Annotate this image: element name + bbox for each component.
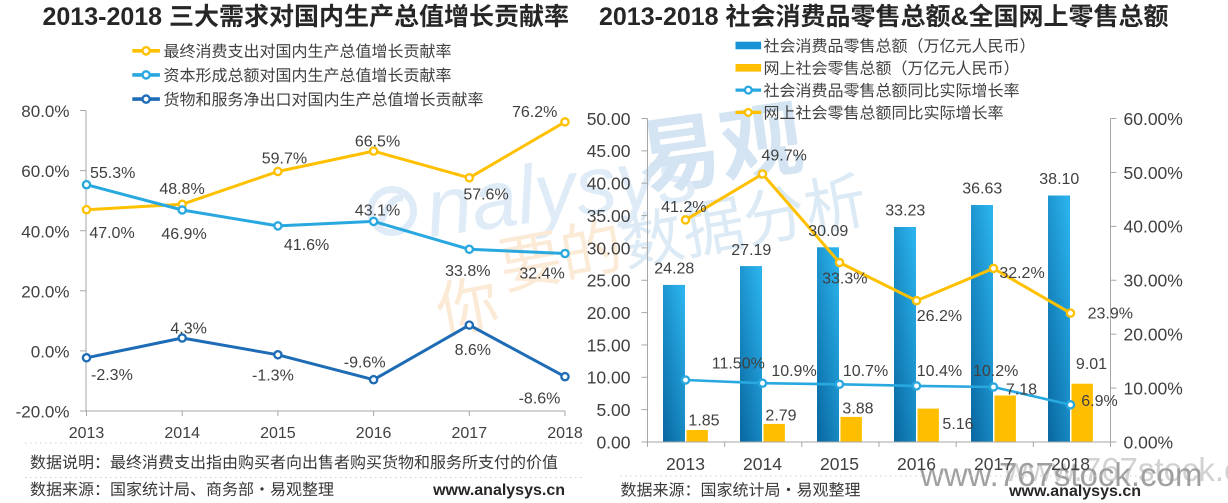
svg-text:2013: 2013 bbox=[666, 454, 705, 474]
svg-text:2018: 2018 bbox=[547, 425, 583, 442]
svg-text:38.10: 38.10 bbox=[1039, 171, 1079, 188]
svg-text:47.0%: 47.0% bbox=[89, 225, 134, 242]
svg-text:25.00: 25.00 bbox=[587, 271, 631, 291]
svg-text:2016: 2016 bbox=[897, 454, 936, 474]
svg-text:6.9%: 6.9% bbox=[1081, 393, 1117, 410]
svg-text:-2.3%: -2.3% bbox=[91, 367, 133, 384]
svg-text:32.4%: 32.4% bbox=[519, 266, 564, 283]
svg-text:15.00: 15.00 bbox=[587, 335, 631, 355]
svg-text:2017: 2017 bbox=[974, 454, 1013, 474]
svg-text:23.9%: 23.9% bbox=[1088, 306, 1133, 323]
svg-text:2.79: 2.79 bbox=[765, 408, 796, 425]
svg-text:2015: 2015 bbox=[820, 454, 859, 474]
svg-text:2016: 2016 bbox=[356, 425, 392, 442]
svg-text:9.01: 9.01 bbox=[1076, 356, 1107, 373]
svg-text:48.8%: 48.8% bbox=[159, 181, 204, 198]
svg-text:0.00%: 0.00% bbox=[1124, 432, 1174, 452]
svg-text:32.2%: 32.2% bbox=[999, 265, 1044, 282]
svg-text:60.0%: 60.0% bbox=[21, 162, 69, 181]
svg-text:-9.6%: -9.6% bbox=[344, 355, 386, 372]
svg-text:20.0%: 20.0% bbox=[21, 282, 69, 301]
svg-text:46.9%: 46.9% bbox=[161, 226, 206, 243]
svg-text:36.63: 36.63 bbox=[962, 181, 1002, 198]
svg-text:30.00: 30.00 bbox=[587, 238, 631, 258]
svg-text:60.00%: 60.00% bbox=[1124, 109, 1183, 129]
svg-text:24.28: 24.28 bbox=[654, 261, 694, 278]
svg-text:40.0%: 40.0% bbox=[21, 222, 69, 241]
svg-text:80.0%: 80.0% bbox=[21, 102, 69, 121]
svg-text:45.00: 45.00 bbox=[587, 141, 631, 161]
svg-text:49.7%: 49.7% bbox=[762, 148, 807, 165]
svg-text:2014: 2014 bbox=[164, 425, 200, 442]
svg-text:41.2%: 41.2% bbox=[661, 199, 706, 216]
svg-text:1.85: 1.85 bbox=[688, 413, 719, 430]
svg-text:20.00%: 20.00% bbox=[1124, 325, 1183, 345]
svg-text:8.6%: 8.6% bbox=[455, 342, 491, 359]
svg-text:40.00: 40.00 bbox=[587, 174, 631, 194]
svg-text:2013: 2013 bbox=[69, 425, 105, 442]
svg-text:10.00: 10.00 bbox=[587, 368, 631, 388]
svg-text:11.50%: 11.50% bbox=[712, 356, 765, 373]
svg-text:3.88: 3.88 bbox=[842, 400, 873, 417]
svg-text:10.7%: 10.7% bbox=[843, 363, 888, 380]
svg-text:30.09: 30.09 bbox=[808, 223, 848, 240]
svg-text:33.23: 33.23 bbox=[885, 203, 925, 220]
svg-text:www.analysys.cn: www.analysys.cn bbox=[1008, 483, 1141, 500]
svg-text:26.2%: 26.2% bbox=[917, 308, 962, 325]
svg-text:2013-2018: 2013-2018 bbox=[599, 3, 719, 31]
svg-text:2018: 2018 bbox=[1051, 454, 1090, 474]
svg-text:2015: 2015 bbox=[260, 425, 296, 442]
svg-text:www.analysys.cn: www.analysys.cn bbox=[432, 482, 565, 499]
svg-text:2013-2018: 2013-2018 bbox=[43, 3, 163, 31]
svg-text:76.2%: 76.2% bbox=[512, 104, 557, 121]
svg-text:www.767stock.com: www.767stock.com bbox=[1003, 451, 1228, 488]
svg-text:&: & bbox=[951, 3, 969, 31]
svg-text:0.00: 0.00 bbox=[596, 432, 630, 452]
svg-text:55.3%: 55.3% bbox=[90, 165, 135, 182]
svg-text:50.00%: 50.00% bbox=[1124, 163, 1183, 183]
svg-text:10.9%: 10.9% bbox=[771, 363, 816, 380]
svg-text:30.00%: 30.00% bbox=[1124, 271, 1183, 291]
svg-text:4.3%: 4.3% bbox=[170, 321, 206, 338]
svg-text:10.2%: 10.2% bbox=[973, 363, 1018, 380]
svg-text:35.00: 35.00 bbox=[587, 206, 631, 226]
svg-text:5.16: 5.16 bbox=[942, 416, 973, 433]
svg-text:2017: 2017 bbox=[452, 425, 488, 442]
svg-text:-1.3%: -1.3% bbox=[252, 368, 294, 385]
svg-text:57.6%: 57.6% bbox=[463, 187, 508, 204]
svg-text:0.0%: 0.0% bbox=[31, 343, 70, 362]
svg-text:33.8%: 33.8% bbox=[445, 263, 490, 280]
svg-text:2014: 2014 bbox=[743, 454, 782, 474]
svg-text:43.1%: 43.1% bbox=[355, 203, 400, 220]
svg-text:66.5%: 66.5% bbox=[355, 133, 400, 150]
svg-text:59.7%: 59.7% bbox=[262, 151, 307, 168]
svg-text:10.4%: 10.4% bbox=[917, 363, 962, 380]
svg-text:5.00: 5.00 bbox=[596, 400, 630, 420]
svg-text:10.00%: 10.00% bbox=[1124, 379, 1183, 399]
svg-text:7.18: 7.18 bbox=[1006, 382, 1037, 399]
svg-text:41.6%: 41.6% bbox=[284, 237, 329, 254]
svg-text:www.767stock.com: www.767stock.com bbox=[919, 456, 1202, 493]
svg-text:-8.6%: -8.6% bbox=[519, 390, 561, 407]
svg-text:40.00%: 40.00% bbox=[1124, 217, 1183, 237]
svg-text:-20.0%: -20.0% bbox=[16, 403, 70, 422]
svg-text:20.00: 20.00 bbox=[587, 303, 631, 323]
svg-text:33.3%: 33.3% bbox=[822, 270, 867, 287]
svg-text:27.19: 27.19 bbox=[731, 242, 771, 259]
svg-text:50.00: 50.00 bbox=[587, 109, 631, 129]
